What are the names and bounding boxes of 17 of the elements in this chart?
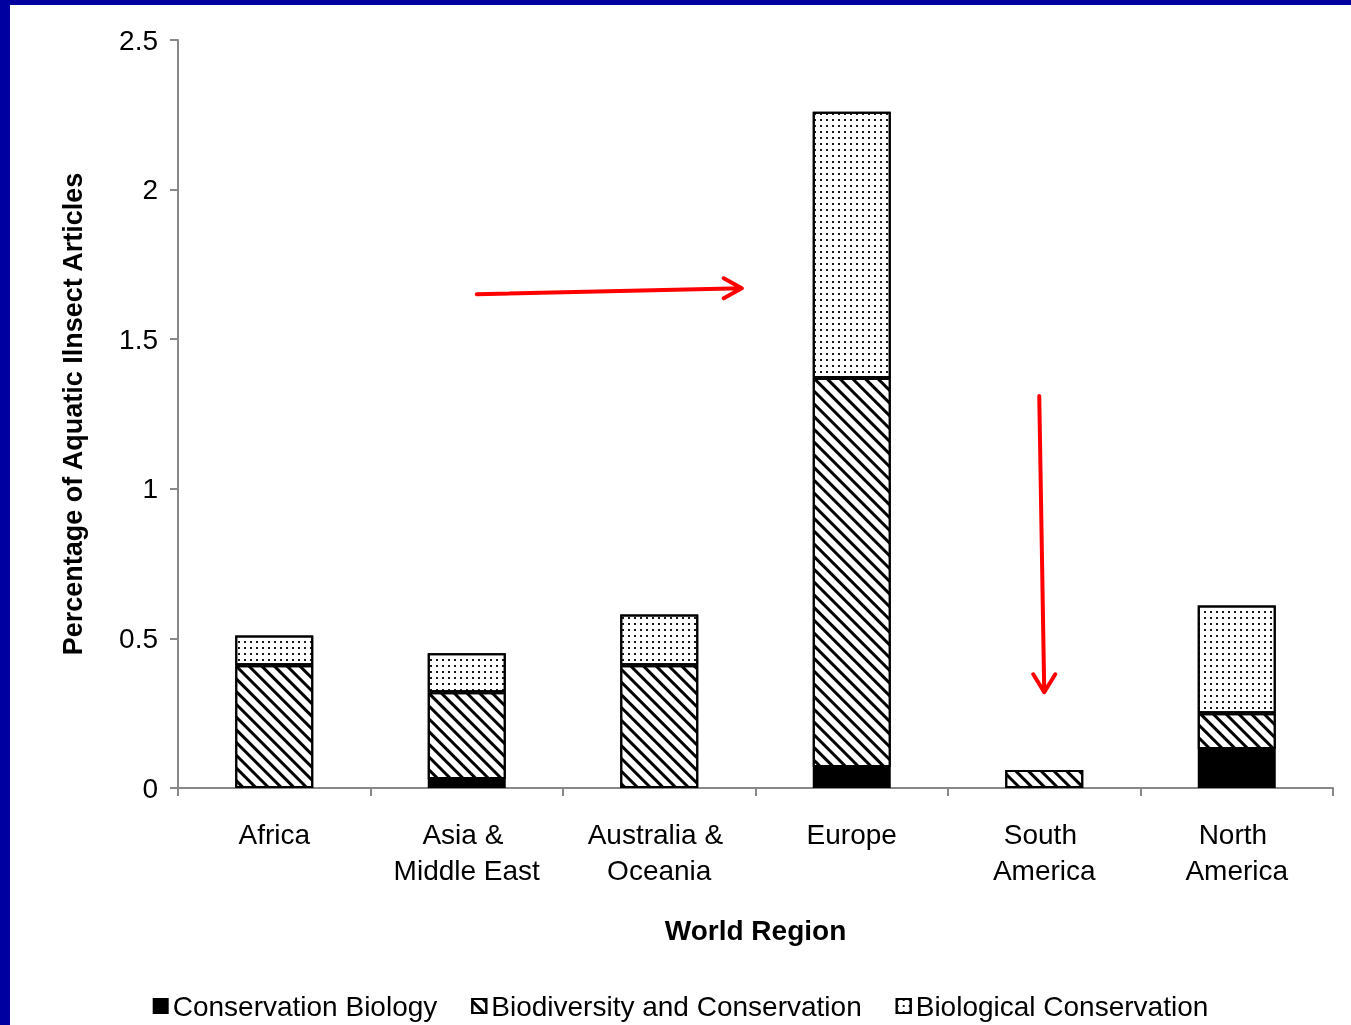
x-tick-label: North America <box>1185 818 1289 886</box>
x-tick-label: Africa <box>238 818 311 850</box>
x-tick-label: Europe <box>806 818 897 850</box>
y-tick-label: 1 <box>142 473 158 505</box>
legend-label: Conservation Biology <box>172 990 438 1022</box>
y-tick-label: 0.5 <box>119 622 158 654</box>
x-tick-label: Asia & Middle East <box>393 818 541 886</box>
y-tick-label: 2 <box>142 174 158 206</box>
legend-label: Biological Conservation <box>915 990 1209 1022</box>
x-tick-label: South America <box>992 818 1097 886</box>
y-tick-label: 1.5 <box>119 323 158 355</box>
y-axis-title: Percentage of Aquatic Ilnsect Articles <box>57 172 88 656</box>
y-tick-label: 2.5 <box>119 24 158 56</box>
y-tick-label: 0 <box>142 772 158 804</box>
legend-label: Biodiversity and Conservation <box>491 990 862 1022</box>
x-tick-label: Australia & Oceania <box>587 818 731 886</box>
x-axis-title: World Region <box>664 914 847 946</box>
